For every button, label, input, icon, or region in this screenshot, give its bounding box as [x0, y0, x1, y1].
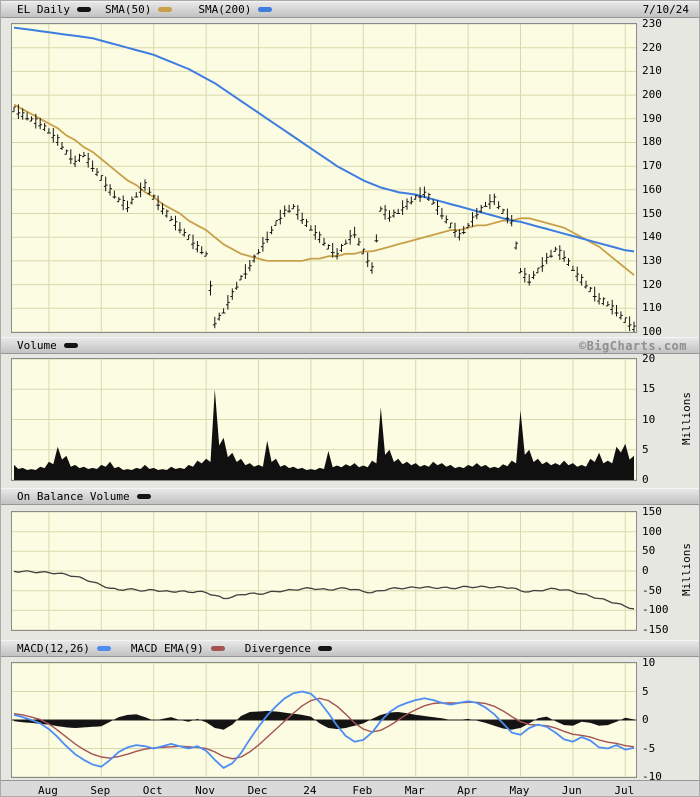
month-label: Feb [352, 784, 373, 797]
y-tick-label: 50 [642, 544, 656, 558]
y-tick-label: 210 [642, 64, 662, 78]
bigcharts-watermark: ©BigCharts.com [578, 338, 687, 353]
month-label: Jun [561, 784, 582, 797]
legend-sma200-label: SMA(200) [198, 3, 252, 16]
y-tick-label: 150 [642, 505, 662, 518]
macd-dash-icon [96, 646, 111, 651]
price-chart-panel [11, 23, 637, 333]
main-header: EL Daily SMA(50) SMA(200) 7/10/24 [1, 1, 699, 18]
volume-unit-label: Millions [680, 392, 693, 445]
y-tick-label: 230 [642, 17, 662, 30]
month-label: Sep [90, 784, 111, 797]
obv-chart-svg [12, 512, 636, 630]
obv-unit-label: Millions [680, 543, 693, 597]
y-tick-label: 5 [642, 684, 649, 698]
month-label: Nov [195, 784, 216, 797]
macd-header: MACD(12,26) MACD EMA(9) Divergence [1, 640, 699, 657]
legend-sma50-label: SMA(50) [104, 3, 152, 16]
y-tick-label: 120 [642, 277, 662, 291]
y-tick-label: -5 [642, 741, 656, 755]
y-tick-label: 100 [642, 524, 662, 538]
y-tick-label: 0 [642, 564, 649, 577]
price-series-dash-icon [76, 7, 91, 12]
month-label: Jul [614, 784, 635, 797]
y-tick-label: 150 [642, 206, 662, 220]
volume-series-dash-icon [63, 343, 78, 348]
y-tick-label: -150 [642, 623, 669, 636]
y-tick-label: 0 [642, 713, 649, 726]
y-tick-label: 130 [642, 253, 662, 267]
y-tick-label: 200 [642, 88, 662, 102]
month-label: Aug [37, 784, 58, 797]
month-label: Mar [404, 784, 425, 797]
y-tick-label: 180 [642, 135, 662, 149]
y-tick-label: 10 [642, 412, 656, 426]
volume-title: Volume [17, 339, 57, 352]
macd-ema-label: MACD EMA(9) [130, 642, 204, 655]
month-axis: Aug Sep Oct Nov Dec 24 Feb Mar Apr May Jun Jul [1, 780, 699, 797]
y-tick-label: 15 [642, 382, 656, 396]
obv-chart-panel [11, 511, 637, 631]
divergence-label: Divergence [244, 642, 311, 655]
y-tick-label: 140 [642, 230, 662, 244]
y-tick-label: -10 [642, 770, 662, 783]
macd-ema-dash-icon [210, 646, 225, 651]
volume-chart-svg [12, 359, 636, 480]
y-tick-label: 170 [642, 159, 662, 173]
month-label: Dec [247, 784, 268, 797]
y-tick-label: 160 [642, 182, 662, 196]
volume-chart-panel [11, 358, 637, 481]
sma50-dash-icon [158, 7, 173, 12]
month-label: May [509, 784, 530, 797]
y-tick-label: 220 [642, 40, 662, 54]
y-tick-label: 190 [642, 111, 662, 125]
divergence-dash-icon [317, 646, 332, 651]
y-tick-label: -50 [642, 583, 662, 597]
month-label: Oct [142, 784, 163, 797]
y-tick-label: -100 [642, 603, 669, 617]
macd-chart-svg [12, 663, 636, 777]
month-label: 24 [303, 784, 317, 797]
chart-date: 7/10/24 [642, 3, 689, 16]
y-tick-label: 10 [642, 656, 656, 669]
sma200-dash-icon [258, 7, 273, 12]
y-tick-label: 110 [642, 301, 662, 315]
month-label: Apr [457, 784, 478, 797]
y-tick-label: 5 [642, 442, 649, 456]
y-tick-label: 100 [642, 325, 662, 338]
y-tick-label: 20 [642, 352, 656, 365]
obv-title: On Balance Volume [17, 490, 130, 503]
obv-series-dash-icon [136, 494, 151, 499]
obv-header: On Balance Volume [1, 488, 699, 505]
y-tick-label: 0 [642, 473, 649, 486]
price-chart-svg [12, 24, 636, 332]
symbol-title: EL Daily [17, 3, 70, 16]
macd-chart-panel [11, 662, 637, 778]
volume-header: Volume ©BigCharts.com [1, 337, 699, 354]
macd-label: MACD(12,26) [17, 642, 90, 655]
